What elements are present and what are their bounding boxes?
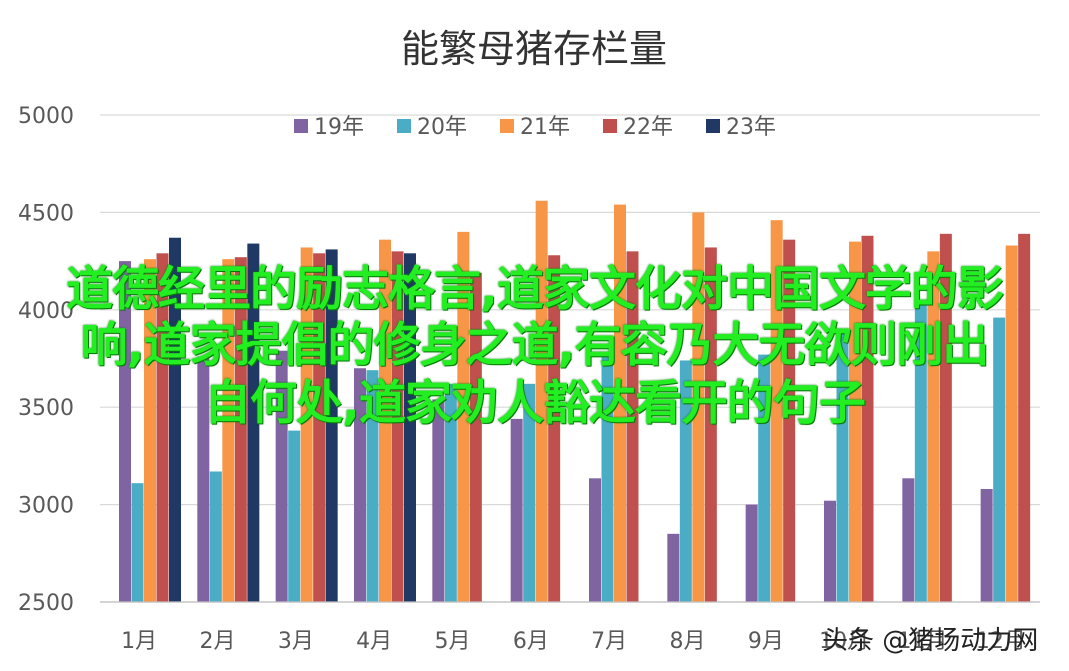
legend-label-20年: 20年 xyxy=(417,115,467,140)
bar-22年-7月 xyxy=(626,251,639,603)
overlay-line-2: 响,道家提倡的修身之道,有容乃大无欲则刚出 xyxy=(80,318,990,373)
legend: 19年 20年 21年 22年 23年 xyxy=(294,115,776,140)
bar-20年-9月 xyxy=(758,354,771,602)
bar-22年-4月 xyxy=(391,251,404,603)
overlay-line-1: 道德经里的励志格言,道家文化对中国文学的影 xyxy=(66,262,1004,317)
legend-label-19年: 19年 xyxy=(314,115,364,140)
legend-swatch-21年 xyxy=(500,119,514,133)
bar-23年-1月 xyxy=(169,237,181,602)
bar-19年-6月 xyxy=(510,418,523,602)
bar-19年-12月 xyxy=(980,489,993,602)
y-tick-label: 3500 xyxy=(18,396,74,421)
bar-21年-8月 xyxy=(692,212,705,602)
bar-19年-10月 xyxy=(824,500,836,602)
x-tick-label: 3月 xyxy=(278,629,314,654)
bar-21年-2月 xyxy=(222,259,235,602)
bar-22年-5月 xyxy=(469,272,482,602)
bar-20年-8月 xyxy=(679,360,692,602)
x-tick-label: 7月 xyxy=(591,629,627,654)
bar-19年-3月 xyxy=(275,350,288,602)
legend-swatch-23年 xyxy=(706,119,720,133)
x-tick-label: 2月 xyxy=(200,629,236,654)
x-tick-label: 11月 xyxy=(898,629,948,654)
x-tick-label: 5月 xyxy=(435,629,471,654)
bar-21年-12月 xyxy=(1005,245,1018,603)
bar-20年-1月 xyxy=(131,483,144,602)
bar-22年-2月 xyxy=(234,257,247,602)
y-tick-label: 2500 xyxy=(18,591,74,616)
x-tick-label: 12月 xyxy=(976,629,1026,654)
x-tick-label: 1月 xyxy=(121,629,157,654)
bar-19年-11月 xyxy=(902,478,915,602)
bar-19年-1月 xyxy=(119,261,131,602)
legend-label-23年: 23年 xyxy=(726,115,776,140)
bar-21年-10月 xyxy=(849,241,861,602)
bar-21年-5月 xyxy=(457,231,470,602)
bar-23年-3月 xyxy=(325,249,338,603)
bar-19年-2月 xyxy=(197,356,210,602)
legend-label-22年: 22年 xyxy=(623,115,673,140)
bar-20年-6月 xyxy=(523,383,536,602)
bar-21年-3月 xyxy=(300,247,313,603)
bar-19年-7月 xyxy=(589,478,601,602)
bar-22年-10月 xyxy=(861,235,874,602)
bar-20年-12月 xyxy=(993,317,1006,602)
bar-20年-2月 xyxy=(209,471,222,602)
bar-22年-1月 xyxy=(156,253,169,603)
chart-title: 能繁母猪存栏量 xyxy=(401,27,667,71)
y-tick-label: 5000 xyxy=(18,104,74,129)
bar-22年-12月 xyxy=(1018,233,1031,602)
overlay-line-3: 自何处,道家劝人豁达看开的句子 xyxy=(204,376,866,431)
bar-20年-11月 xyxy=(914,300,927,602)
bar-19年-4月 xyxy=(354,368,366,602)
legend-swatch-19年 xyxy=(294,119,308,133)
x-tick-label: 4月 xyxy=(356,629,392,654)
bar-21年-1月 xyxy=(144,259,156,602)
bar-22年-6月 xyxy=(548,255,561,603)
bar-21年-11月 xyxy=(927,251,940,603)
bar-19年-5月 xyxy=(432,399,445,602)
bar-19年-9月 xyxy=(745,504,758,602)
watermark: 头条 @猪场动力网 xyxy=(822,626,1039,656)
bars xyxy=(119,200,1031,603)
bar-22年-3月 xyxy=(313,253,326,603)
y-tick-label: 4000 xyxy=(18,299,74,324)
bar-21年-9月 xyxy=(770,220,783,602)
bar-19年-8月 xyxy=(667,533,680,602)
bar-20年-5月 xyxy=(444,383,457,602)
legend-swatch-22年 xyxy=(603,119,617,133)
bar-20年-7月 xyxy=(601,356,614,602)
x-tick-label: 8月 xyxy=(670,629,706,654)
bar-22年-9月 xyxy=(783,239,796,602)
bar-20年-10月 xyxy=(836,333,849,602)
legend-label-21年: 21年 xyxy=(520,115,570,140)
legend-swatch-20年 xyxy=(397,119,411,133)
bar-20年-4月 xyxy=(366,370,379,602)
y-tick-label: 3000 xyxy=(18,494,74,519)
bar-20年-3月 xyxy=(288,430,301,602)
x-tick-label: 9月 xyxy=(748,629,784,654)
bar-22年-8月 xyxy=(704,247,717,603)
y-axis: 2500 3000 3500 4000 4500 5000 xyxy=(18,104,74,616)
bar-21年-6月 xyxy=(535,200,548,602)
x-tick-label: 6月 xyxy=(513,629,549,654)
bar-21年-7月 xyxy=(614,204,626,602)
y-tick-label: 4500 xyxy=(18,201,74,226)
bar-23年-2月 xyxy=(247,243,260,602)
x-tick-label: 10月 xyxy=(819,629,869,654)
bar-23年-4月 xyxy=(404,253,416,603)
x-axis: 1月 2月 3月 4月 5月 6月 7月 8月 9月 10月 11月 12月 xyxy=(100,601,1040,654)
bar-21年-4月 xyxy=(379,239,391,602)
bar-22年-11月 xyxy=(939,233,952,602)
